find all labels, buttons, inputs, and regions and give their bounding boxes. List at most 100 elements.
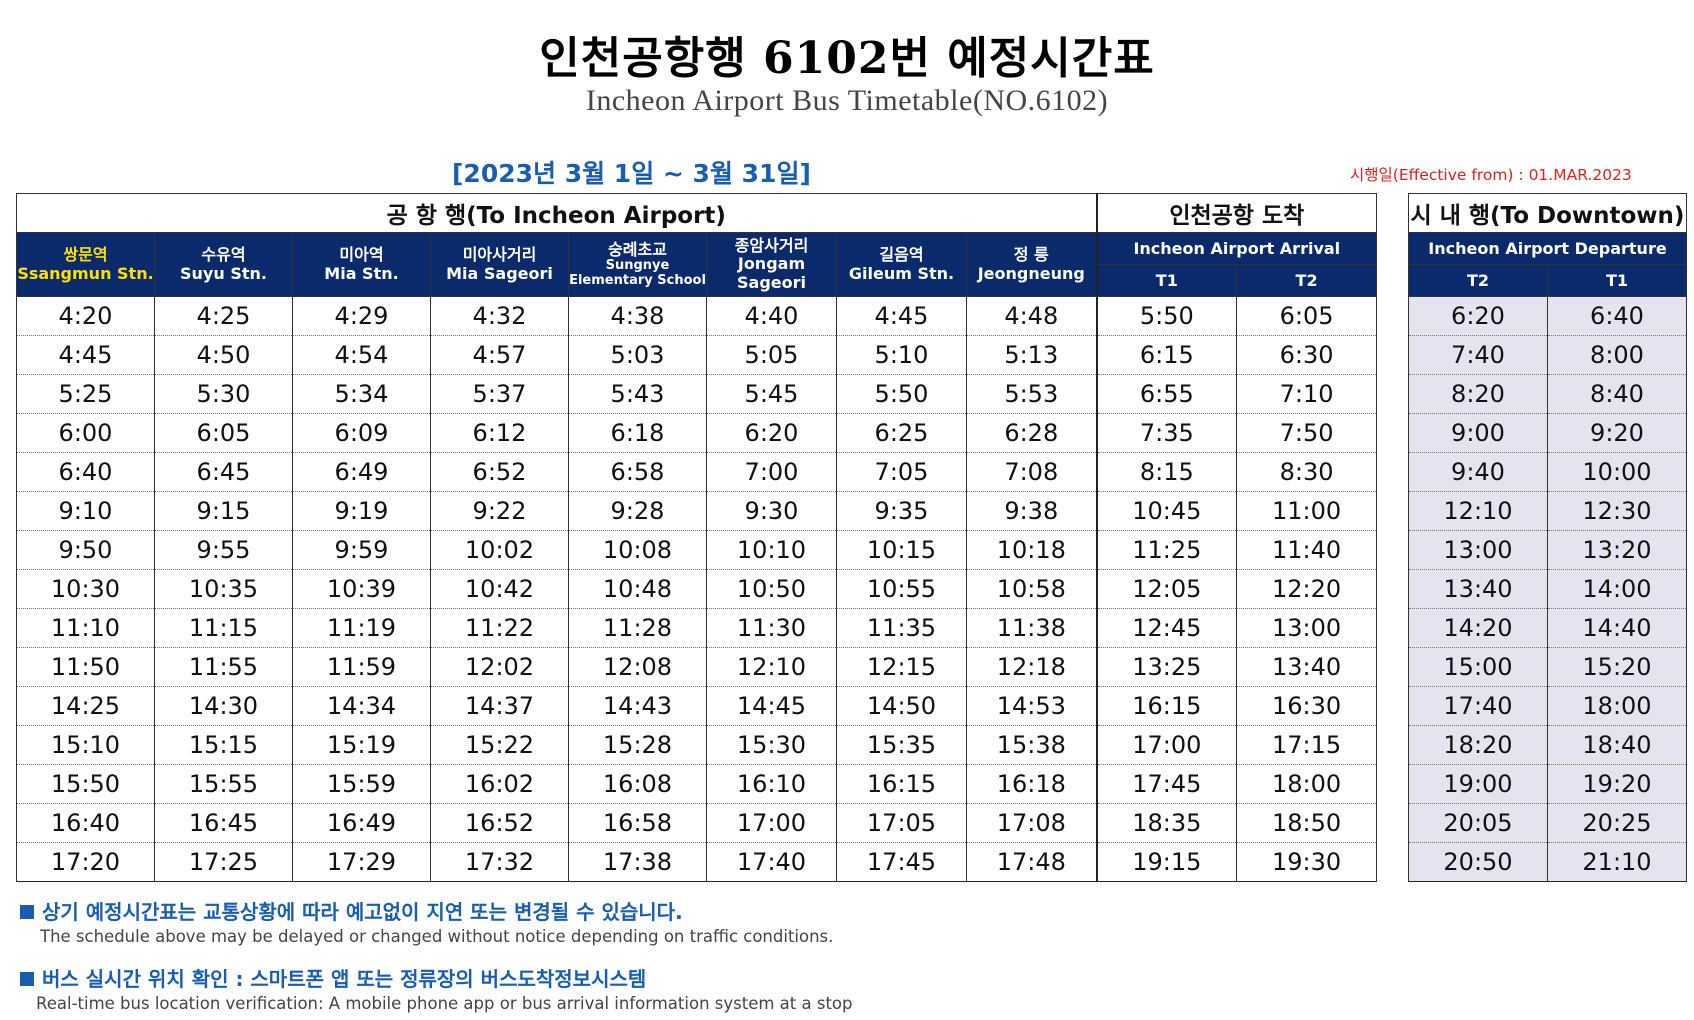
table-row: 20:05 20:25: [1408, 803, 1687, 843]
time-cell: 16:30: [1236, 686, 1378, 726]
notice-en: Real-time bus location verification: A m…: [36, 994, 853, 1013]
time-cell: 18:20: [1408, 725, 1548, 765]
time-cell: 7:10: [1236, 374, 1378, 414]
table-row: 15:10 15:15 15:19 15:22 15:28 15:30 15:35 15:38…: [16, 725, 1378, 765]
time-cell: 15:50: [16, 764, 155, 804]
time-cell: 17:40: [1408, 686, 1548, 726]
time-cell: 6:58: [568, 452, 707, 492]
time-cell: 12:18: [965, 647, 1098, 687]
time-cell: 17:20: [16, 842, 155, 882]
stop-header: 숭례초교 Sungnye Elementary School: [568, 232, 707, 297]
time-cell: 6:12: [430, 413, 569, 453]
time-cell: 16:02: [430, 764, 569, 804]
time-cell: 4:54: [292, 335, 431, 375]
time-cell: 20:05: [1408, 803, 1548, 843]
time-cell: 17:00: [706, 803, 837, 843]
table-row: 4:20 4:25 4:29 4:32 4:38 4:40 4:45 4:48 5:50 6:05: [16, 296, 1378, 336]
time-cell: 4:25: [154, 296, 293, 336]
time-cell: 12:05: [1095, 569, 1238, 609]
effective-date: 시행일(Effective from) : 01.MAR.2023: [1350, 166, 1632, 184]
time-cell: 12:20: [1236, 569, 1378, 609]
time-cell: 18:00: [1236, 764, 1378, 804]
table-row: 4:45 4:50 4:54 4:57 5:03 5:05 5:10 5:13 6:15 6:30: [16, 335, 1378, 375]
time-cell: 10:08: [568, 530, 707, 570]
time-cell: 11:55: [154, 647, 293, 687]
time-cell: 11:40: [1236, 530, 1378, 570]
time-cell: 14:53: [965, 686, 1098, 726]
time-cell: 17:05: [836, 803, 967, 843]
time-cell: 17:45: [836, 842, 967, 882]
time-cell: 9:20: [1547, 413, 1687, 453]
time-cell: 10:18: [965, 530, 1098, 570]
time-cell: 7:05: [836, 452, 967, 492]
time-cell: 7:08: [965, 452, 1098, 492]
time-cell: 6:15: [1095, 335, 1238, 375]
time-cell: 10:50: [706, 569, 837, 609]
notice-ko: 버스 실시간 위치 확인 : 스마트폰 앱 또는 정류장의 버스도착정보시스템: [42, 967, 647, 991]
time-cell: 10:00: [1547, 452, 1687, 492]
time-cell: 15:22: [430, 725, 569, 765]
time-cell: 13:40: [1236, 647, 1378, 687]
time-cell: 16:10: [706, 764, 837, 804]
square-bullet-icon: [20, 972, 34, 986]
table-row: 17:20 17:25 17:29 17:32 17:38 17:40 17:45 17:48…: [16, 842, 1378, 882]
time-cell: 11:00: [1236, 491, 1378, 531]
time-cell: 8:15: [1095, 452, 1238, 492]
table-row: 13:40 14:00: [1408, 569, 1687, 609]
time-cell: 6:52: [430, 452, 569, 492]
time-cell: 11:22: [430, 608, 569, 648]
time-cell: 18:35: [1095, 803, 1238, 843]
time-cell: 14:20: [1408, 608, 1548, 648]
period-label: [2023년 3월 1일 ~ 3월 31일]: [452, 159, 811, 188]
time-cell: 9:30: [706, 491, 837, 531]
time-cell: 20:25: [1547, 803, 1687, 843]
time-cell: 4:57: [430, 335, 569, 375]
time-cell: 12:15: [836, 647, 967, 687]
time-cell: 15:35: [836, 725, 967, 765]
time-cell: 10:39: [292, 569, 431, 609]
time-cell: 10:42: [430, 569, 569, 609]
stop-header: 미아역 Mia Stn.: [292, 232, 431, 297]
time-cell: 15:28: [568, 725, 707, 765]
time-cell: 5:05: [706, 335, 837, 375]
time-cell: 5:37: [430, 374, 569, 414]
stop-header: 길음역 Gileum Stn.: [836, 232, 967, 297]
time-cell: 14:45: [706, 686, 837, 726]
page-subtitle: Incheon Airport Bus Timetable(NO.6102): [585, 84, 1109, 117]
time-cell: 10:30: [16, 569, 155, 609]
time-cell: 16:08: [568, 764, 707, 804]
time-cell: 4:29: [292, 296, 431, 336]
table-row: 15:00 15:20: [1408, 647, 1687, 687]
time-cell: 5:50: [1095, 296, 1238, 336]
time-cell: 19:00: [1408, 764, 1548, 804]
time-cell: 17:15: [1236, 725, 1378, 765]
time-cell: 14:43: [568, 686, 707, 726]
time-cell: 14:40: [1547, 608, 1687, 648]
time-cell: 6:28: [965, 413, 1098, 453]
time-cell: 11:38: [965, 608, 1098, 648]
arrival-subheader: Incheon Airport Arrival: [1095, 232, 1378, 265]
time-cell: 10:35: [154, 569, 293, 609]
time-cell: 9:10: [16, 491, 155, 531]
table-row: 14:20 14:40: [1408, 608, 1687, 648]
time-cell: 17:38: [568, 842, 707, 882]
time-cell: 13:25: [1095, 647, 1238, 687]
time-cell: 8:00: [1547, 335, 1687, 375]
time-cell: 17:08: [965, 803, 1098, 843]
table-row: 8:20 8:40: [1408, 374, 1687, 414]
time-cell: 12:30: [1547, 491, 1687, 531]
time-cell: 16:18: [965, 764, 1098, 804]
table-row: 9:00 9:20: [1408, 413, 1687, 453]
notice-en: The schedule above may be delayed or cha…: [40, 927, 834, 946]
table-row: 19:00 19:20: [1408, 764, 1687, 804]
table-row: 14:25 14:30 14:34 14:37 14:43 14:45 14:50 14:53…: [16, 686, 1378, 726]
table-row: 6:20 6:40: [1408, 296, 1687, 336]
time-cell: 10:15: [836, 530, 967, 570]
time-cell: 4:40: [706, 296, 837, 336]
time-cell: 19:20: [1547, 764, 1687, 804]
terminal-header: T2: [1236, 264, 1378, 297]
time-cell: 7:35: [1095, 413, 1238, 453]
time-cell: 6:20: [706, 413, 837, 453]
time-cell: 18:50: [1236, 803, 1378, 843]
time-cell: 6:45: [154, 452, 293, 492]
